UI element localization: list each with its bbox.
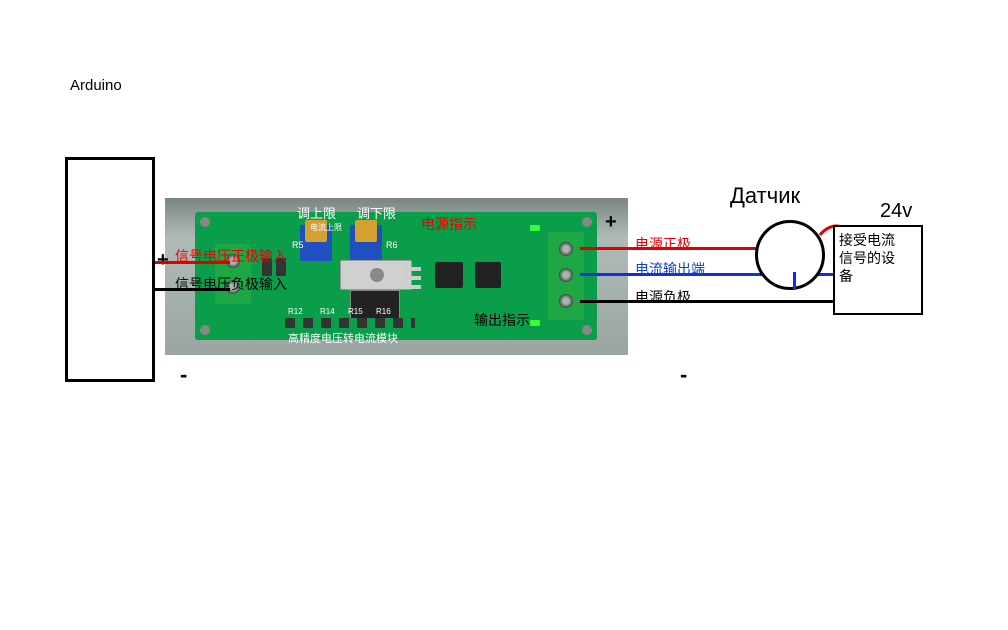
receiver-box: 接受电流 信号的设 备: [833, 225, 923, 315]
silk-module-name: 高精度电压转电流模块: [288, 330, 398, 346]
arduino-box: [65, 157, 155, 382]
sensor-to-blue: [793, 272, 796, 290]
terminal-hole: [559, 268, 573, 282]
silk-pwr-indicator: 电源指示: [421, 214, 477, 234]
label-pwr-pos: 电源正极: [635, 234, 691, 254]
mounting-hole: [200, 217, 210, 227]
chip-smt-2: [475, 262, 501, 288]
chip-smt-1: [435, 262, 463, 288]
silk-r16: R16: [376, 307, 391, 316]
chip-lead: [405, 285, 421, 289]
silk-upper-limit: 调上限: [297, 203, 336, 222]
terminal-hole: [559, 242, 573, 256]
voltage-label: 24v: [880, 200, 912, 223]
label-pwr-neg: 电源负极: [635, 287, 691, 307]
silk-lower-limit: 调下限: [357, 203, 396, 222]
chip-lead: [405, 267, 421, 271]
power-led: [530, 225, 540, 231]
minus-left: -: [180, 362, 187, 388]
silk-r12: R12: [288, 307, 303, 316]
chip-lead: [405, 276, 421, 280]
silk-current-upper: 电流上限: [310, 222, 342, 233]
silk-output-indicator: 输出指示: [474, 310, 530, 330]
mounting-hole: [200, 325, 210, 335]
sensor-label: Датчик: [730, 183, 800, 209]
smd-row: [285, 318, 415, 328]
label-sig-neg: 信号电压负极输入: [175, 274, 287, 294]
pot-r6-label: R6: [386, 240, 398, 250]
output-led: [530, 320, 540, 326]
silk-r14: R14: [320, 307, 335, 316]
mounting-hole: [582, 217, 592, 227]
minus-right: -: [680, 362, 687, 388]
label-sig-pos: 信号电压正极输入: [175, 246, 287, 266]
arduino-label: Arduino: [70, 77, 122, 94]
receiver-line1: 接受电流: [839, 231, 917, 249]
receiver-line2: 信号的设: [839, 249, 917, 267]
receiver-line3: 备: [839, 267, 917, 285]
wire-pwr-neg: [580, 300, 836, 303]
silk-r15: R15: [348, 307, 363, 316]
pot-screw: [355, 220, 377, 242]
terminal-hole: [559, 294, 573, 308]
mounting-hole: [582, 325, 592, 335]
pot-r5-label: R5: [292, 240, 304, 250]
label-current-out: 电流输出端: [635, 259, 705, 279]
chip-screw-hole: [370, 268, 384, 282]
plus-right: +: [605, 211, 617, 234]
